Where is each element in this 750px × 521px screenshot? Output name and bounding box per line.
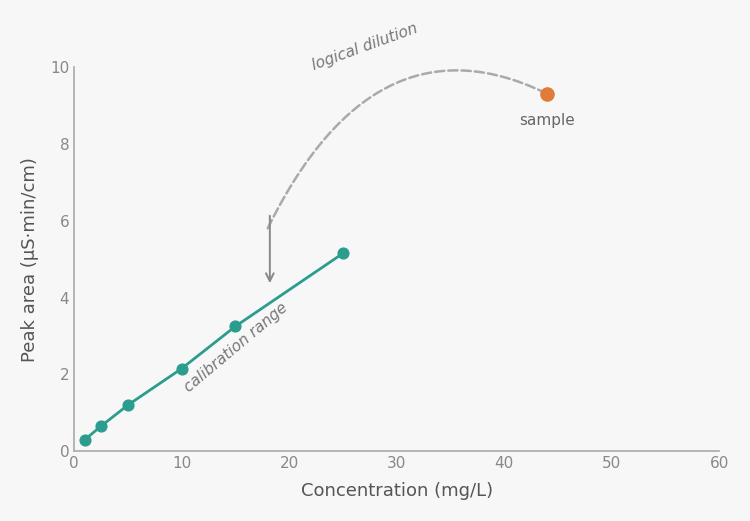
Y-axis label: Peak area (μS·min/cm): Peak area (μS·min/cm) — [21, 157, 39, 362]
Text: calibration range: calibration range — [182, 301, 291, 395]
Point — [95, 422, 107, 430]
Point — [176, 364, 188, 373]
Point — [79, 436, 91, 444]
Text: sample: sample — [520, 113, 575, 128]
X-axis label: Concentration (mg/L): Concentration (mg/L) — [301, 482, 493, 500]
Point — [230, 322, 242, 330]
Point — [542, 90, 554, 98]
Point — [122, 401, 134, 410]
Text: logical dilution: logical dilution — [310, 20, 419, 73]
Point — [337, 249, 349, 257]
